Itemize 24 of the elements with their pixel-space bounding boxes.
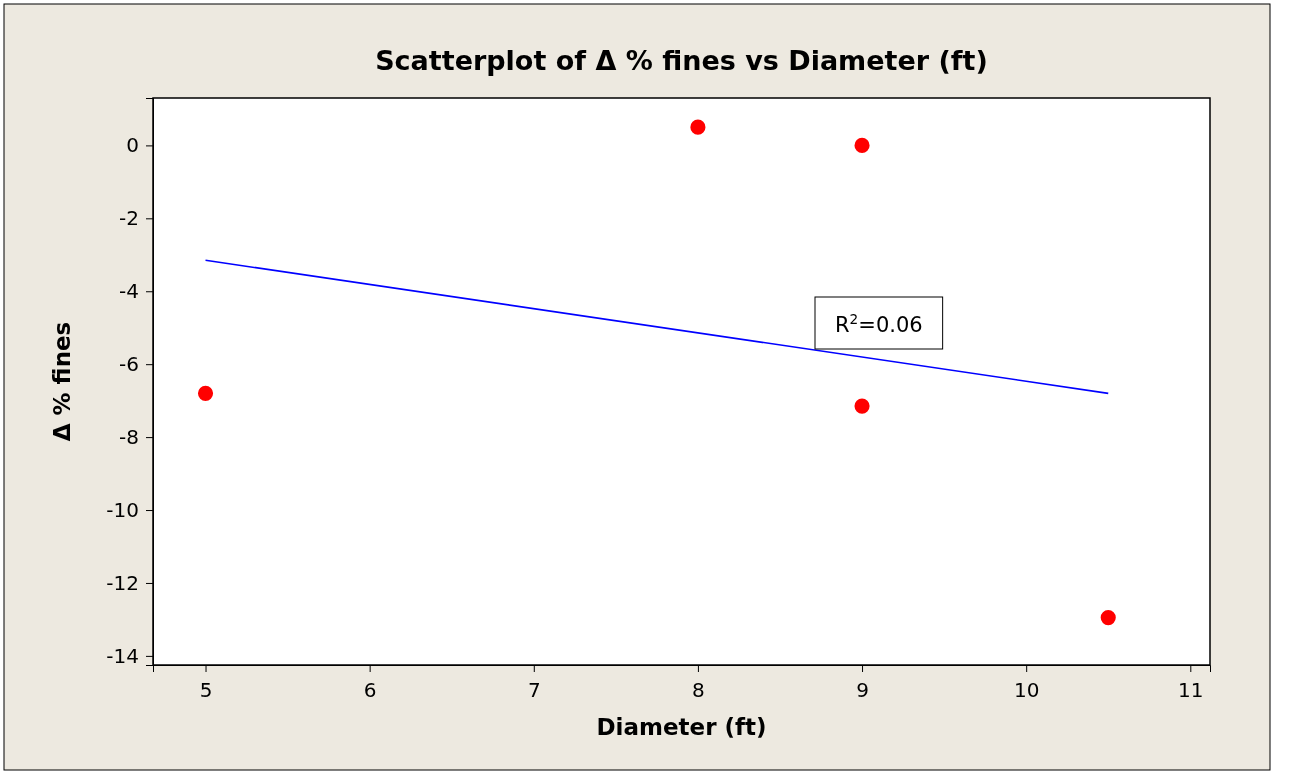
y-tick-label: -14 xyxy=(106,643,139,668)
y-tick-label: -8 xyxy=(119,425,139,450)
y-tick-label: -6 xyxy=(119,352,139,377)
point xyxy=(854,137,870,153)
y-tick-label: -12 xyxy=(106,570,139,595)
y-axis-title: Δ % fines xyxy=(49,321,75,442)
point xyxy=(854,398,870,414)
x-tick-label: 7 xyxy=(527,678,541,702)
annotation: R$^{2}$=0.06 xyxy=(835,311,923,337)
point xyxy=(197,385,214,401)
point xyxy=(1100,610,1116,626)
y-tick-label: -2 xyxy=(119,206,139,231)
x-tick-label: 6 xyxy=(363,678,377,702)
y-tick-label: 0 xyxy=(126,133,139,158)
x-tick-label: 9 xyxy=(856,678,869,702)
x-tick-label: 5 xyxy=(199,678,213,702)
x-tick-label: 11 xyxy=(1178,678,1204,702)
y-tick-label: -4 xyxy=(119,279,139,304)
x-tick-label: 10 xyxy=(1013,678,1040,702)
point xyxy=(690,119,706,135)
x-tick-label: 8 xyxy=(692,678,705,702)
chart-title: Scatterplot of Δ % fines vs Diameter (ft) xyxy=(375,45,988,76)
y-tick-label: -10 xyxy=(106,497,139,522)
x-axis-title: Diameter (ft) xyxy=(596,714,767,740)
